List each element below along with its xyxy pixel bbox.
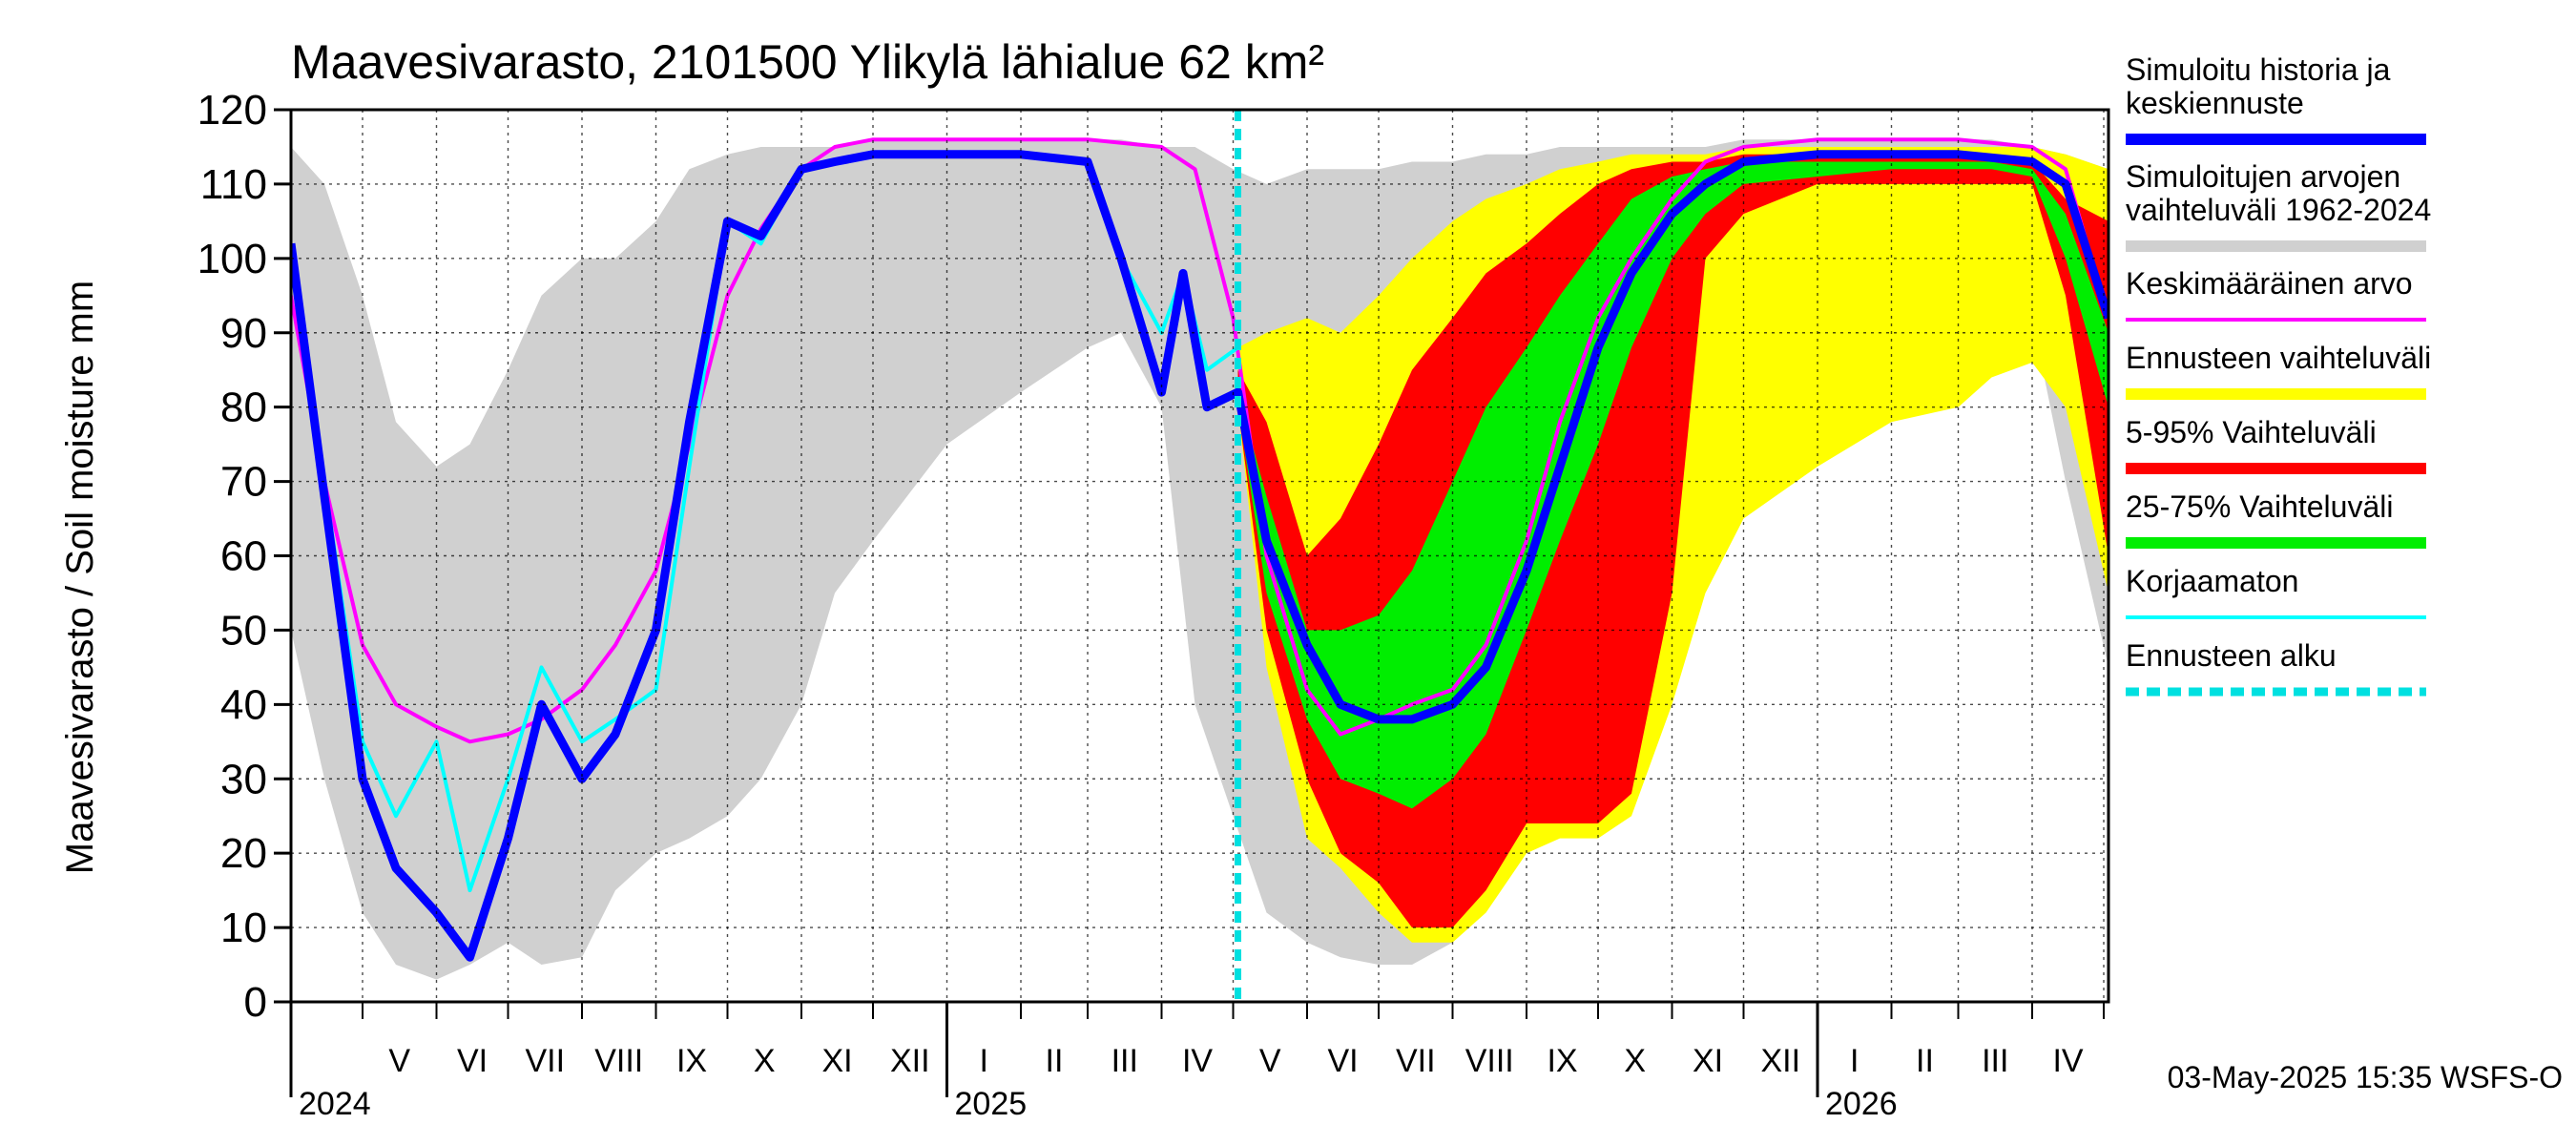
y-tick-label-60: 60 <box>220 533 267 580</box>
chart-title: Maavesivarasto, 2101500 Ylikylä lähialue… <box>291 35 1324 89</box>
y-tick-label-110: 110 <box>200 161 267 208</box>
legend-label-1-0: Simuloitujen arvojen <box>2126 159 2400 194</box>
month-label-12: V <box>1259 1043 1281 1079</box>
month-label-18: XI <box>1693 1043 1723 1079</box>
data-layer <box>291 137 2109 980</box>
month-label-22: III <box>1982 1043 2008 1079</box>
month-label-11: IV <box>1182 1043 1213 1079</box>
legend-label-0-1: keskiennuste <box>2126 86 2304 120</box>
line-0000ff <box>291 150 2109 962</box>
timestamp-footer: 03-May-2025 15:35 WSFS-O <box>2168 1060 2563 1094</box>
legend-label-4-0: 5-95% Vaihteluväli <box>2126 415 2377 449</box>
month-label-8: I <box>980 1043 988 1079</box>
y-tick-label-100: 100 <box>197 236 267 282</box>
month-label-14: VII <box>1396 1043 1436 1079</box>
month-label-6: XI <box>821 1043 852 1079</box>
month-label-0: V <box>388 1043 410 1079</box>
y-tick-label-30: 30 <box>220 756 267 802</box>
month-label-15: VIII <box>1465 1043 1514 1079</box>
legend-label-6-0: Korjaamaton <box>2126 564 2298 598</box>
month-label-3: VIII <box>594 1043 643 1079</box>
month-label-4: IX <box>676 1043 707 1079</box>
month-label-1: VI <box>457 1043 488 1079</box>
month-label-21: II <box>1916 1043 1934 1079</box>
legend-label-5-0: 25-75% Vaihteluväli <box>2126 489 2393 524</box>
y-axis-label: Maavesivarasto / Soil moisture mm <box>59 281 101 874</box>
legend-label-1-1: vaihteluväli 1962-2024 <box>2126 193 2431 227</box>
y-tick-label-120: 120 <box>197 87 267 134</box>
month-label-20: I <box>1850 1043 1859 1079</box>
month-label-13: VI <box>1327 1043 1358 1079</box>
y-tick-label-40: 40 <box>220 681 267 728</box>
month-label-5: X <box>754 1043 776 1079</box>
month-label-2: VII <box>525 1043 565 1079</box>
band-3 <box>1237 161 2109 809</box>
year-label-2024: 2024 <box>299 1086 371 1122</box>
y-tick-label-0: 0 <box>244 979 267 1026</box>
y-tick-label-90: 90 <box>220 310 267 357</box>
y-tick-label-70: 70 <box>220 459 267 506</box>
axes: 0 10 20 30 40 50 60 70 80 90 100 110 120 2024 2025 2026… <box>197 87 2110 1122</box>
month-label-19: XII <box>1760 1043 1800 1079</box>
y-tick-label-10: 10 <box>220 905 267 951</box>
y-tick-label-80: 80 <box>220 385 267 431</box>
month-label-9: II <box>1046 1043 1064 1079</box>
month-label-7: XII <box>890 1043 930 1079</box>
year-label-2026: 2026 <box>1825 1086 1898 1122</box>
month-label-17: X <box>1624 1043 1646 1079</box>
legend-label-7-0: Ennusteen alku <box>2126 638 2337 673</box>
month-label-10: III <box>1111 1043 1138 1079</box>
year-label-2025: 2025 <box>955 1086 1028 1122</box>
legend-label-0-0: Simuloitu historia ja <box>2126 52 2391 87</box>
month-label-23: IV <box>2052 1043 2083 1079</box>
legend-label-3-0: Ennusteen vaihteluväli <box>2126 341 2431 375</box>
grid <box>291 110 2109 1002</box>
y-tick-label-50: 50 <box>220 607 267 654</box>
legend-label-2-0: Keskimääräinen arvo <box>2126 266 2413 301</box>
month-label-16: IX <box>1547 1043 1577 1079</box>
plot-area <box>291 110 2109 1002</box>
y-tick-label-20: 20 <box>220 830 267 877</box>
